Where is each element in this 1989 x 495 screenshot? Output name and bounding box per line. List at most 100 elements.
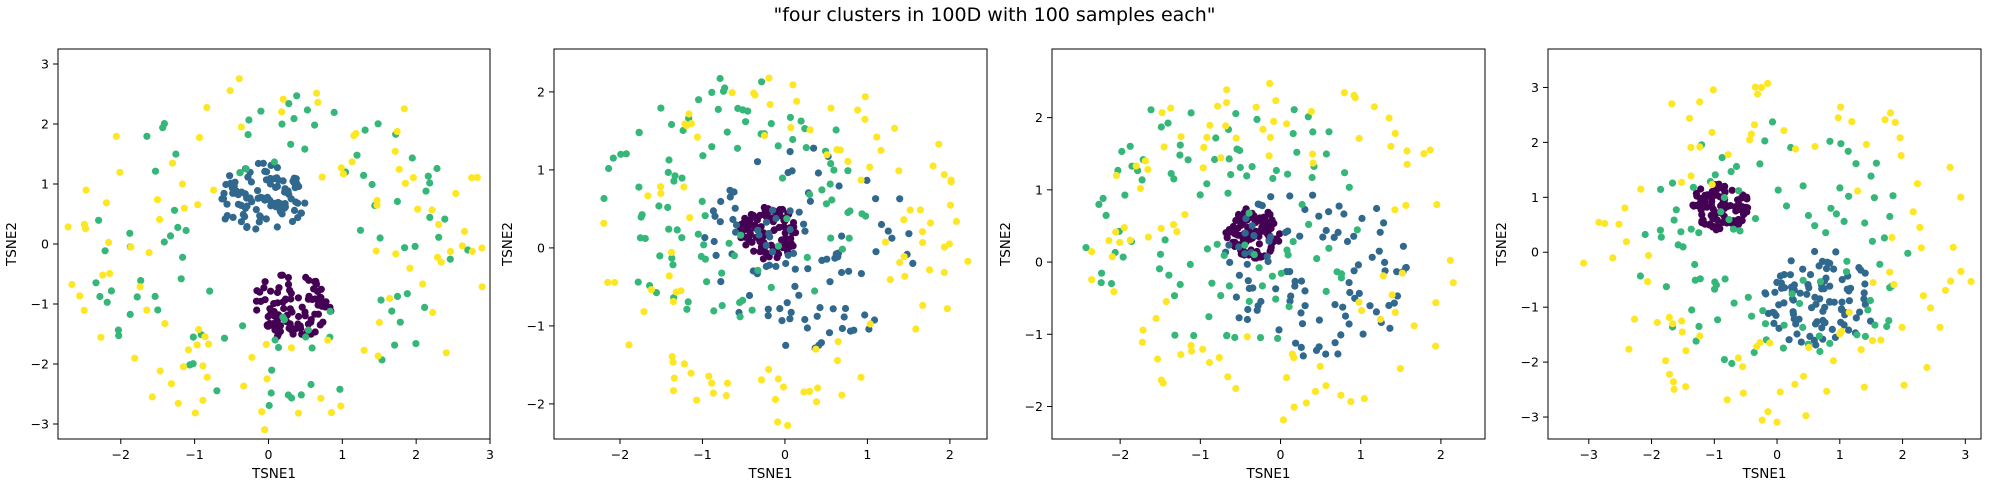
scatter-point bbox=[1811, 247, 1819, 256]
scatter-point bbox=[1825, 298, 1834, 306]
scatter-point bbox=[115, 332, 123, 340]
scatter-point bbox=[324, 336, 332, 344]
scatter-point bbox=[664, 203, 672, 211]
scatter-point bbox=[625, 341, 633, 349]
scatter-point bbox=[926, 219, 935, 227]
scatter-point bbox=[311, 310, 319, 318]
scatter-point bbox=[1695, 322, 1703, 330]
scatter-point bbox=[409, 174, 417, 182]
scatter-point bbox=[1861, 332, 1869, 340]
scatter-point bbox=[730, 188, 738, 196]
scatter-point bbox=[1200, 143, 1208, 151]
scatter-point bbox=[1822, 229, 1830, 237]
scatter-point bbox=[857, 270, 866, 278]
scatter-point bbox=[1255, 264, 1263, 272]
scatter-point bbox=[274, 299, 282, 307]
scatter-point bbox=[1385, 114, 1393, 122]
scatter-point bbox=[223, 200, 231, 208]
scatter-point bbox=[665, 156, 673, 164]
scatter-point bbox=[1316, 362, 1324, 370]
scatter-point bbox=[600, 219, 608, 227]
scatter-point bbox=[468, 174, 476, 182]
scatter-point bbox=[1773, 278, 1781, 286]
scatter-point bbox=[884, 227, 892, 235]
scatter-point bbox=[1682, 383, 1690, 391]
scatter-point bbox=[166, 232, 175, 240]
scatter-point bbox=[1867, 172, 1875, 180]
scatter-point bbox=[301, 145, 309, 153]
scatter-point bbox=[605, 164, 613, 173]
scatter-point bbox=[1826, 137, 1834, 145]
scatter-point bbox=[835, 182, 843, 190]
scatter-point bbox=[1345, 183, 1353, 191]
scatter-point bbox=[1366, 302, 1374, 310]
scatter-point bbox=[244, 173, 252, 181]
scatter-point bbox=[284, 280, 293, 288]
scatter-point bbox=[1687, 172, 1695, 180]
scatter-point bbox=[712, 251, 720, 259]
scatter-point bbox=[1797, 338, 1805, 346]
scatter-point bbox=[458, 242, 466, 250]
y-tick-label: −2 bbox=[31, 357, 49, 372]
scatter-point bbox=[1621, 204, 1629, 212]
scatter-point bbox=[655, 202, 663, 210]
scatter-point bbox=[803, 253, 811, 261]
y-tick-label: 2 bbox=[41, 117, 49, 132]
scatter-point bbox=[1670, 216, 1678, 224]
scatter-point bbox=[264, 313, 272, 321]
scatter-point bbox=[393, 127, 401, 136]
scatter-point bbox=[1790, 281, 1798, 289]
scatter-point bbox=[1343, 237, 1352, 246]
scatter-point bbox=[303, 106, 311, 114]
x-tick-label: −1 bbox=[1191, 447, 1209, 462]
scatter-point bbox=[1284, 170, 1292, 178]
scatter-point bbox=[1764, 309, 1772, 318]
scatter-point bbox=[1373, 204, 1381, 213]
scatter-point bbox=[446, 255, 454, 263]
x-tick-label: 2 bbox=[1437, 447, 1445, 462]
scatter-point bbox=[266, 305, 274, 313]
y-tick-label: −1 bbox=[527, 318, 545, 333]
scatter-point bbox=[1176, 141, 1184, 149]
scatter-point bbox=[668, 353, 676, 361]
scatter-point bbox=[722, 392, 730, 400]
scatter-point bbox=[813, 312, 821, 320]
scatter-point bbox=[1420, 150, 1428, 158]
scatter-point bbox=[1636, 272, 1644, 280]
scatter-point bbox=[1701, 191, 1709, 199]
scatter-point bbox=[1350, 91, 1358, 99]
figure-title: "four clusters in 100D with 100 samples … bbox=[773, 4, 1216, 26]
scatter-point bbox=[229, 189, 237, 197]
scatter-point bbox=[827, 160, 835, 168]
scatter-point bbox=[172, 150, 180, 158]
scatter-point bbox=[96, 292, 104, 301]
scatter-point bbox=[261, 426, 269, 434]
scatter-point bbox=[1322, 287, 1330, 295]
scatter-point bbox=[857, 176, 865, 184]
scatter-point bbox=[1315, 316, 1323, 324]
scatter-point bbox=[1732, 162, 1741, 171]
scatter-point bbox=[179, 363, 188, 371]
scatter-point bbox=[337, 402, 345, 410]
scatter-point bbox=[789, 249, 798, 257]
scatter-point bbox=[1341, 312, 1350, 320]
scatter-point bbox=[940, 268, 948, 277]
scatter-point bbox=[1779, 344, 1787, 352]
y-tick-label: −3 bbox=[1521, 410, 1539, 425]
scatter-point bbox=[1709, 86, 1717, 94]
scatter-point bbox=[1188, 347, 1196, 355]
scatter-point bbox=[1689, 201, 1697, 209]
scatter-point bbox=[647, 286, 655, 294]
scatter-point bbox=[263, 375, 271, 383]
scatter-point bbox=[1309, 159, 1317, 167]
scatter-point bbox=[1844, 147, 1852, 155]
scatter-point bbox=[1253, 115, 1261, 123]
scatter-point bbox=[311, 121, 319, 129]
scatter-point bbox=[670, 177, 678, 185]
scatter-point bbox=[1796, 299, 1804, 308]
scatter-point bbox=[1396, 365, 1404, 373]
scatter-point bbox=[1403, 160, 1411, 168]
scatter-point bbox=[665, 225, 673, 233]
scatter-point bbox=[806, 126, 814, 134]
scatter-point bbox=[700, 241, 708, 249]
